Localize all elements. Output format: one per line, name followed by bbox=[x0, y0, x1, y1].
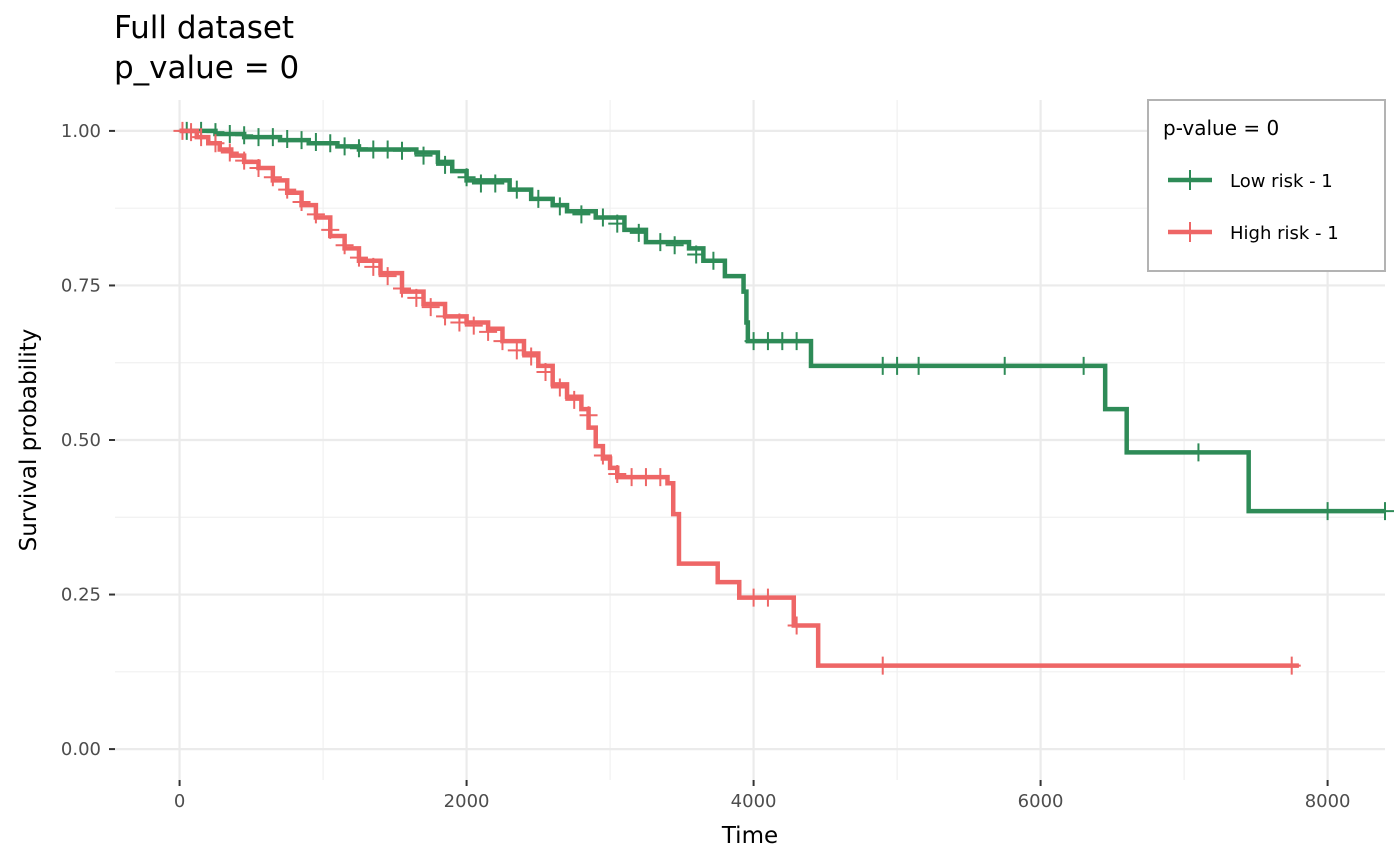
censor-mark bbox=[1074, 356, 1093, 375]
censor-mark bbox=[306, 133, 325, 152]
censor-mark bbox=[263, 168, 282, 187]
censor-mark bbox=[651, 468, 670, 487]
censor-mark bbox=[235, 151, 254, 170]
legend-title: p-value = 0 bbox=[1163, 116, 1279, 140]
censor-mark bbox=[565, 390, 584, 409]
censor-mark bbox=[486, 174, 505, 193]
censor-mark bbox=[393, 141, 412, 160]
censor-mark bbox=[550, 197, 569, 216]
censor-mark bbox=[651, 233, 670, 252]
x-tick-label: 6000 bbox=[1018, 791, 1064, 812]
y-tick-label: 0.00 bbox=[61, 739, 101, 760]
chart-subtitle-line: p_value = 0 bbox=[114, 50, 300, 86]
censor-mark bbox=[873, 656, 892, 675]
censor-mark bbox=[758, 588, 777, 607]
censor-mark bbox=[378, 140, 397, 159]
chart-title-line: Full dataset bbox=[114, 10, 295, 46]
censor-mark bbox=[593, 208, 612, 227]
axes: 0 2000 4000 6000 8000 0.00 0.25 0.50 0.75 1.00 bbox=[61, 121, 1351, 812]
censor-mark bbox=[1318, 502, 1337, 521]
censor-mark bbox=[629, 223, 648, 242]
censor-mark bbox=[550, 378, 569, 397]
censor-mark bbox=[479, 322, 498, 341]
legend-label: High risk - 1 bbox=[1230, 223, 1339, 244]
censor-mark bbox=[182, 123, 201, 142]
censor-mark bbox=[407, 288, 426, 307]
censor-mark bbox=[349, 248, 368, 267]
censor-mark bbox=[665, 236, 684, 255]
y-tick-label: 1.00 bbox=[61, 121, 101, 142]
legend-label: Low risk - 1 bbox=[1230, 171, 1333, 192]
censor-mark bbox=[192, 128, 211, 147]
x-tick-label: 0 bbox=[174, 791, 185, 812]
series-layer bbox=[173, 121, 1394, 675]
series-0 bbox=[177, 121, 1394, 521]
censor-mark bbox=[995, 356, 1014, 375]
censor-mark bbox=[593, 446, 612, 465]
censor-mark bbox=[421, 298, 440, 317]
censor-mark bbox=[306, 205, 325, 224]
censor-mark bbox=[522, 347, 541, 366]
censor-mark bbox=[173, 121, 192, 140]
censor-mark bbox=[335, 137, 354, 156]
censor-mark bbox=[335, 236, 354, 255]
censor-mark bbox=[536, 363, 555, 381]
censor-mark bbox=[579, 406, 598, 425]
y-tick-label: 0.75 bbox=[61, 275, 101, 296]
censor-mark bbox=[572, 205, 591, 224]
censor-mark bbox=[704, 251, 723, 270]
censor-mark bbox=[436, 155, 455, 174]
censor-mark bbox=[321, 134, 340, 153]
x-tick-label: 2000 bbox=[444, 791, 490, 812]
censor-mark bbox=[292, 131, 311, 150]
series-1 bbox=[173, 121, 1301, 675]
censor-mark bbox=[321, 220, 340, 239]
censor-mark bbox=[507, 341, 526, 360]
x-tick-label: 8000 bbox=[1305, 791, 1351, 812]
censor-mark bbox=[263, 128, 282, 147]
survival-curve bbox=[179, 128, 1299, 668]
y-axis-title: Survival probability bbox=[16, 329, 42, 552]
censor-mark bbox=[888, 356, 907, 375]
censor-mark bbox=[278, 180, 297, 199]
censor-mark bbox=[1376, 502, 1394, 521]
legend-key bbox=[1168, 170, 1212, 190]
censor-mark bbox=[909, 356, 928, 375]
legend: p-value = 0 Low risk - 1 High risk - 1 bbox=[1147, 99, 1386, 272]
x-tick-label: 4000 bbox=[731, 791, 777, 812]
censor-mark bbox=[393, 279, 412, 298]
censor-mark bbox=[450, 313, 469, 332]
censor-mark bbox=[464, 316, 483, 335]
censor-mark bbox=[349, 139, 368, 158]
censor-mark bbox=[1189, 443, 1208, 462]
legend-box bbox=[1147, 99, 1386, 272]
censor-mark bbox=[608, 465, 627, 483]
censor-mark bbox=[206, 134, 225, 153]
y-tick-label: 0.25 bbox=[61, 585, 101, 606]
censor-mark bbox=[787, 616, 806, 635]
censor-mark bbox=[292, 193, 311, 211]
censor-mark bbox=[220, 143, 239, 162]
censor-mark bbox=[687, 245, 706, 264]
legend-key bbox=[1168, 222, 1212, 242]
x-axis-title: Time bbox=[721, 823, 778, 849]
censor-mark bbox=[436, 307, 455, 326]
censor-mark bbox=[249, 159, 268, 177]
censor-mark bbox=[1282, 656, 1301, 675]
censor-mark bbox=[457, 168, 476, 187]
y-tick-label: 0.50 bbox=[61, 430, 101, 451]
censor-mark bbox=[529, 189, 548, 208]
censor-mark bbox=[608, 214, 627, 233]
censor-mark bbox=[364, 257, 383, 276]
censor-mark bbox=[507, 180, 526, 199]
censor-mark bbox=[414, 146, 433, 165]
censor-mark bbox=[787, 332, 806, 351]
censor-mark bbox=[493, 332, 512, 351]
censor-mark bbox=[235, 126, 254, 145]
censor-mark bbox=[378, 267, 397, 286]
chart-title: Full dataset p_value = 0 bbox=[114, 8, 299, 88]
censor-mark bbox=[278, 129, 297, 148]
censor-mark bbox=[220, 125, 239, 143]
